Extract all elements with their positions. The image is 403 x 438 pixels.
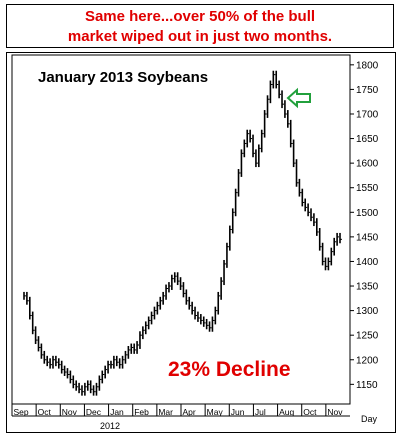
x-tick-label: Mar <box>158 407 173 417</box>
x-tick-label: Oct <box>303 407 317 417</box>
x-tick-label: Nov <box>62 407 78 417</box>
y-tick-label: 1700 <box>356 109 379 120</box>
x-tick-label: Sep <box>14 407 29 417</box>
y-axis: 1150 1200 1250 1300 1350 1400 1450 1500 1550 1600… <box>350 60 379 391</box>
y-tick-label: 1500 <box>356 208 379 219</box>
y-tick-label: 1200 <box>356 355 379 366</box>
y-tick-label: 1450 <box>356 232 379 243</box>
y-tick-label: 1300 <box>356 306 379 317</box>
price-bars <box>23 70 342 396</box>
x-tick-label: Nov <box>327 407 343 417</box>
y-tick-label: 1750 <box>356 85 379 96</box>
x-tick-label: Jun <box>231 407 245 417</box>
chart-frame <box>6 52 396 433</box>
y-tick-label: 1400 <box>356 257 379 268</box>
banner-line-2: market wiped out in just two months. <box>67 28 333 45</box>
x-tick-label: Oct <box>38 407 52 417</box>
y-tick-label: 1350 <box>356 282 379 293</box>
plot-area <box>11 54 351 405</box>
banner-line-1: Same here...over 50% of the bull <box>84 8 316 25</box>
commentary-banner: Same here...over 50% of the bull market … <box>6 4 394 48</box>
x-axis: Sep Oct Nov Dec Jan Feb Mar Apr May Jun Jul Aug Oct N… <box>11 404 350 417</box>
axis-unit-label: Day <box>361 414 378 424</box>
y-tick-label: 1800 <box>356 60 379 71</box>
decline-annotation: 23% Decline <box>168 358 291 381</box>
y-tick-label: 1150 <box>356 380 378 391</box>
chart-title: January 2013 Soybeans <box>38 69 208 86</box>
x-tick-label: Jan <box>110 407 124 417</box>
x-tick-label: Jul <box>255 407 266 417</box>
x-tick-label: Dec <box>86 407 102 417</box>
x-tick-label: May <box>207 407 224 417</box>
year-label: 2012 <box>100 421 120 431</box>
x-tick-label: Apr <box>183 407 196 417</box>
y-tick-label: 1600 <box>356 159 379 170</box>
y-tick-label: 1650 <box>356 134 379 145</box>
x-tick-label: Feb <box>134 407 149 417</box>
x-tick-label: Aug <box>279 407 294 417</box>
y-tick-label: 1550 <box>356 183 379 194</box>
y-tick-label: 1250 <box>356 331 379 342</box>
peak-arrow <box>286 87 311 109</box>
